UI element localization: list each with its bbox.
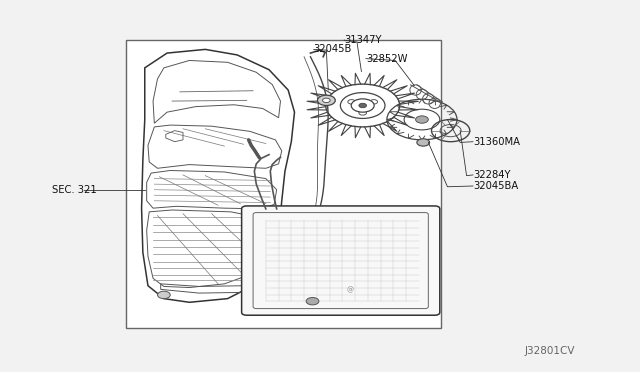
Text: SEC. 321: SEC. 321 — [52, 185, 97, 195]
Circle shape — [348, 100, 355, 104]
Circle shape — [351, 99, 374, 112]
Text: 31347Y: 31347Y — [344, 35, 381, 45]
Circle shape — [415, 116, 428, 123]
Circle shape — [317, 95, 335, 106]
Text: 32045B: 32045B — [314, 44, 352, 54]
Text: 32852W: 32852W — [366, 54, 408, 64]
FancyBboxPatch shape — [242, 206, 440, 315]
Text: @: @ — [347, 287, 354, 294]
Bar — [125, 40, 441, 328]
Circle shape — [417, 139, 429, 146]
Text: J32801CV: J32801CV — [524, 346, 575, 356]
Circle shape — [157, 291, 170, 299]
Text: 32284Y: 32284Y — [473, 170, 511, 180]
Circle shape — [370, 100, 378, 104]
Circle shape — [359, 103, 367, 108]
Circle shape — [306, 298, 319, 305]
Text: 31360MA: 31360MA — [473, 137, 520, 147]
Text: 32045BA: 32045BA — [473, 181, 518, 191]
Circle shape — [323, 98, 330, 103]
Circle shape — [359, 111, 367, 115]
